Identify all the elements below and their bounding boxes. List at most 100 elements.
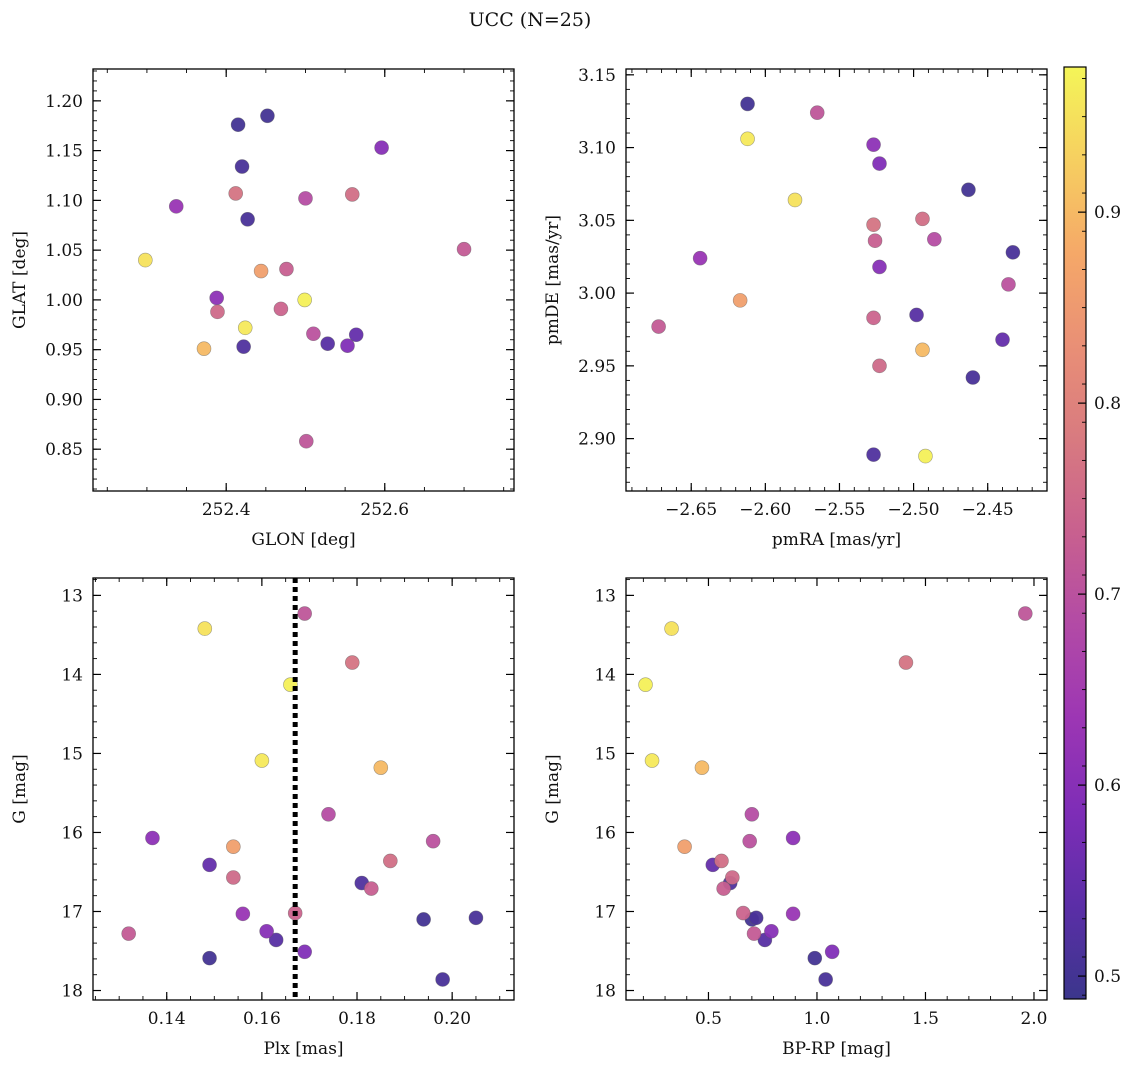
scatter-points (651, 96, 1021, 464)
data-point (866, 447, 881, 462)
x-tick-label: −2.45 (962, 500, 1014, 520)
data-point (809, 105, 825, 120)
data-point (344, 655, 360, 670)
y-tick-label: 0.95 (45, 341, 83, 361)
major-ticks (93, 69, 514, 491)
colorbar-tick-label: 0.8 (1094, 394, 1121, 414)
data-point (824, 944, 840, 960)
data-point (416, 912, 431, 927)
y-tick-label: 1.20 (45, 92, 83, 112)
data-point (915, 342, 930, 358)
data-point (677, 839, 692, 854)
data-point (764, 923, 779, 939)
y-tick-label: 3.05 (578, 211, 616, 231)
y-axis-label: pmDE [mas/yr] (543, 215, 563, 345)
data-point (197, 621, 213, 636)
data-point (373, 760, 389, 775)
major-ticks (626, 578, 1047, 1000)
scatter-points (638, 606, 1033, 987)
data-point (866, 310, 881, 326)
data-point (818, 972, 833, 987)
panel-cmd: 0.5 1.0 1.5 2.0 13 14 15 16 17 18 BP-RP [mag] G [ma… (543, 577, 1048, 1059)
data-point (644, 753, 660, 768)
data-point (374, 140, 389, 155)
data-point (866, 137, 881, 152)
colorbar-tick-label: 0.5 (1094, 967, 1121, 987)
data-point (306, 326, 321, 342)
plot-frame (625, 577, 1048, 1001)
data-point (735, 905, 751, 921)
data-point (320, 336, 335, 351)
data-point (230, 117, 246, 133)
data-point (898, 655, 914, 670)
data-point (872, 259, 887, 275)
data-point (909, 307, 924, 323)
x-tick-label: 0.5 (695, 1009, 722, 1029)
data-point (740, 96, 755, 112)
plot-frame (92, 577, 515, 1001)
data-point (961, 182, 976, 198)
x-tick-label: 0.14 (148, 1009, 186, 1029)
data-point (1017, 606, 1033, 621)
data-point (236, 339, 251, 354)
data-point (1005, 245, 1021, 260)
data-point (383, 853, 398, 869)
data-point (915, 211, 930, 227)
y-tick-label: 0.90 (45, 390, 83, 410)
data-point (1001, 277, 1016, 292)
data-point (694, 760, 710, 775)
y-tick-label: 17 (61, 902, 83, 922)
data-point (918, 448, 933, 464)
x-tick-label: 2.0 (1020, 1009, 1047, 1029)
data-point (234, 159, 250, 174)
data-point (744, 806, 760, 822)
data-point (138, 252, 153, 268)
panel-sky: 252.4 252.6 0.85 0.90 0.95 1.00 1.05 1.10 1.15 1.… (10, 68, 515, 550)
data-point (664, 621, 679, 636)
y-tick-label: 13 (594, 586, 616, 606)
data-point (260, 108, 275, 124)
x-axis-label: Plx [mas] (263, 1039, 343, 1059)
data-point (259, 923, 274, 939)
data-point (228, 186, 244, 201)
y-tick-label: 2.90 (578, 430, 616, 450)
data-point (253, 263, 269, 279)
figure-title: UCC (N=25) (469, 9, 592, 31)
data-point (268, 932, 284, 948)
data-point (297, 606, 312, 621)
x-tick-label: 0.16 (243, 1009, 281, 1029)
data-point (226, 839, 241, 854)
minor-ticks (626, 578, 1047, 1000)
data-point (456, 241, 472, 257)
data-point (740, 131, 755, 147)
data-point (785, 906, 801, 922)
x-tick-label: 1.5 (912, 1009, 939, 1029)
y-tick-label: 14 (594, 665, 616, 685)
scatter-points (138, 108, 472, 449)
major-ticks (93, 578, 514, 1000)
data-point (363, 881, 379, 896)
y-tick-label: 3.10 (578, 139, 616, 159)
x-axis-label: GLON [deg] (251, 530, 355, 550)
x-tick-label: −2.65 (665, 500, 717, 520)
data-point (254, 753, 270, 768)
data-point (209, 290, 224, 306)
y-tick-label: 18 (594, 982, 616, 1002)
y-tick-label: 16 (61, 823, 83, 843)
scatter-points (121, 606, 484, 987)
data-point (425, 833, 441, 849)
data-point (340, 338, 355, 353)
x-tick-label: −2.55 (813, 500, 865, 520)
data-point (995, 332, 1010, 347)
y-tick-label: 2.95 (578, 357, 616, 377)
data-point (965, 370, 981, 385)
panel-plx: 0.14 0.16 0.18 0.20 13 14 15 16 17 18 Plx [mas] G [… (10, 577, 515, 1059)
data-point (226, 870, 241, 885)
data-point (725, 870, 740, 885)
y-tick-label: 3.15 (578, 66, 616, 86)
y-tick-label: 1.05 (45, 241, 83, 261)
data-point (927, 231, 942, 247)
y-axis-label: GLAT [deg] (10, 231, 30, 329)
data-point (692, 250, 708, 266)
data-point (202, 857, 217, 873)
